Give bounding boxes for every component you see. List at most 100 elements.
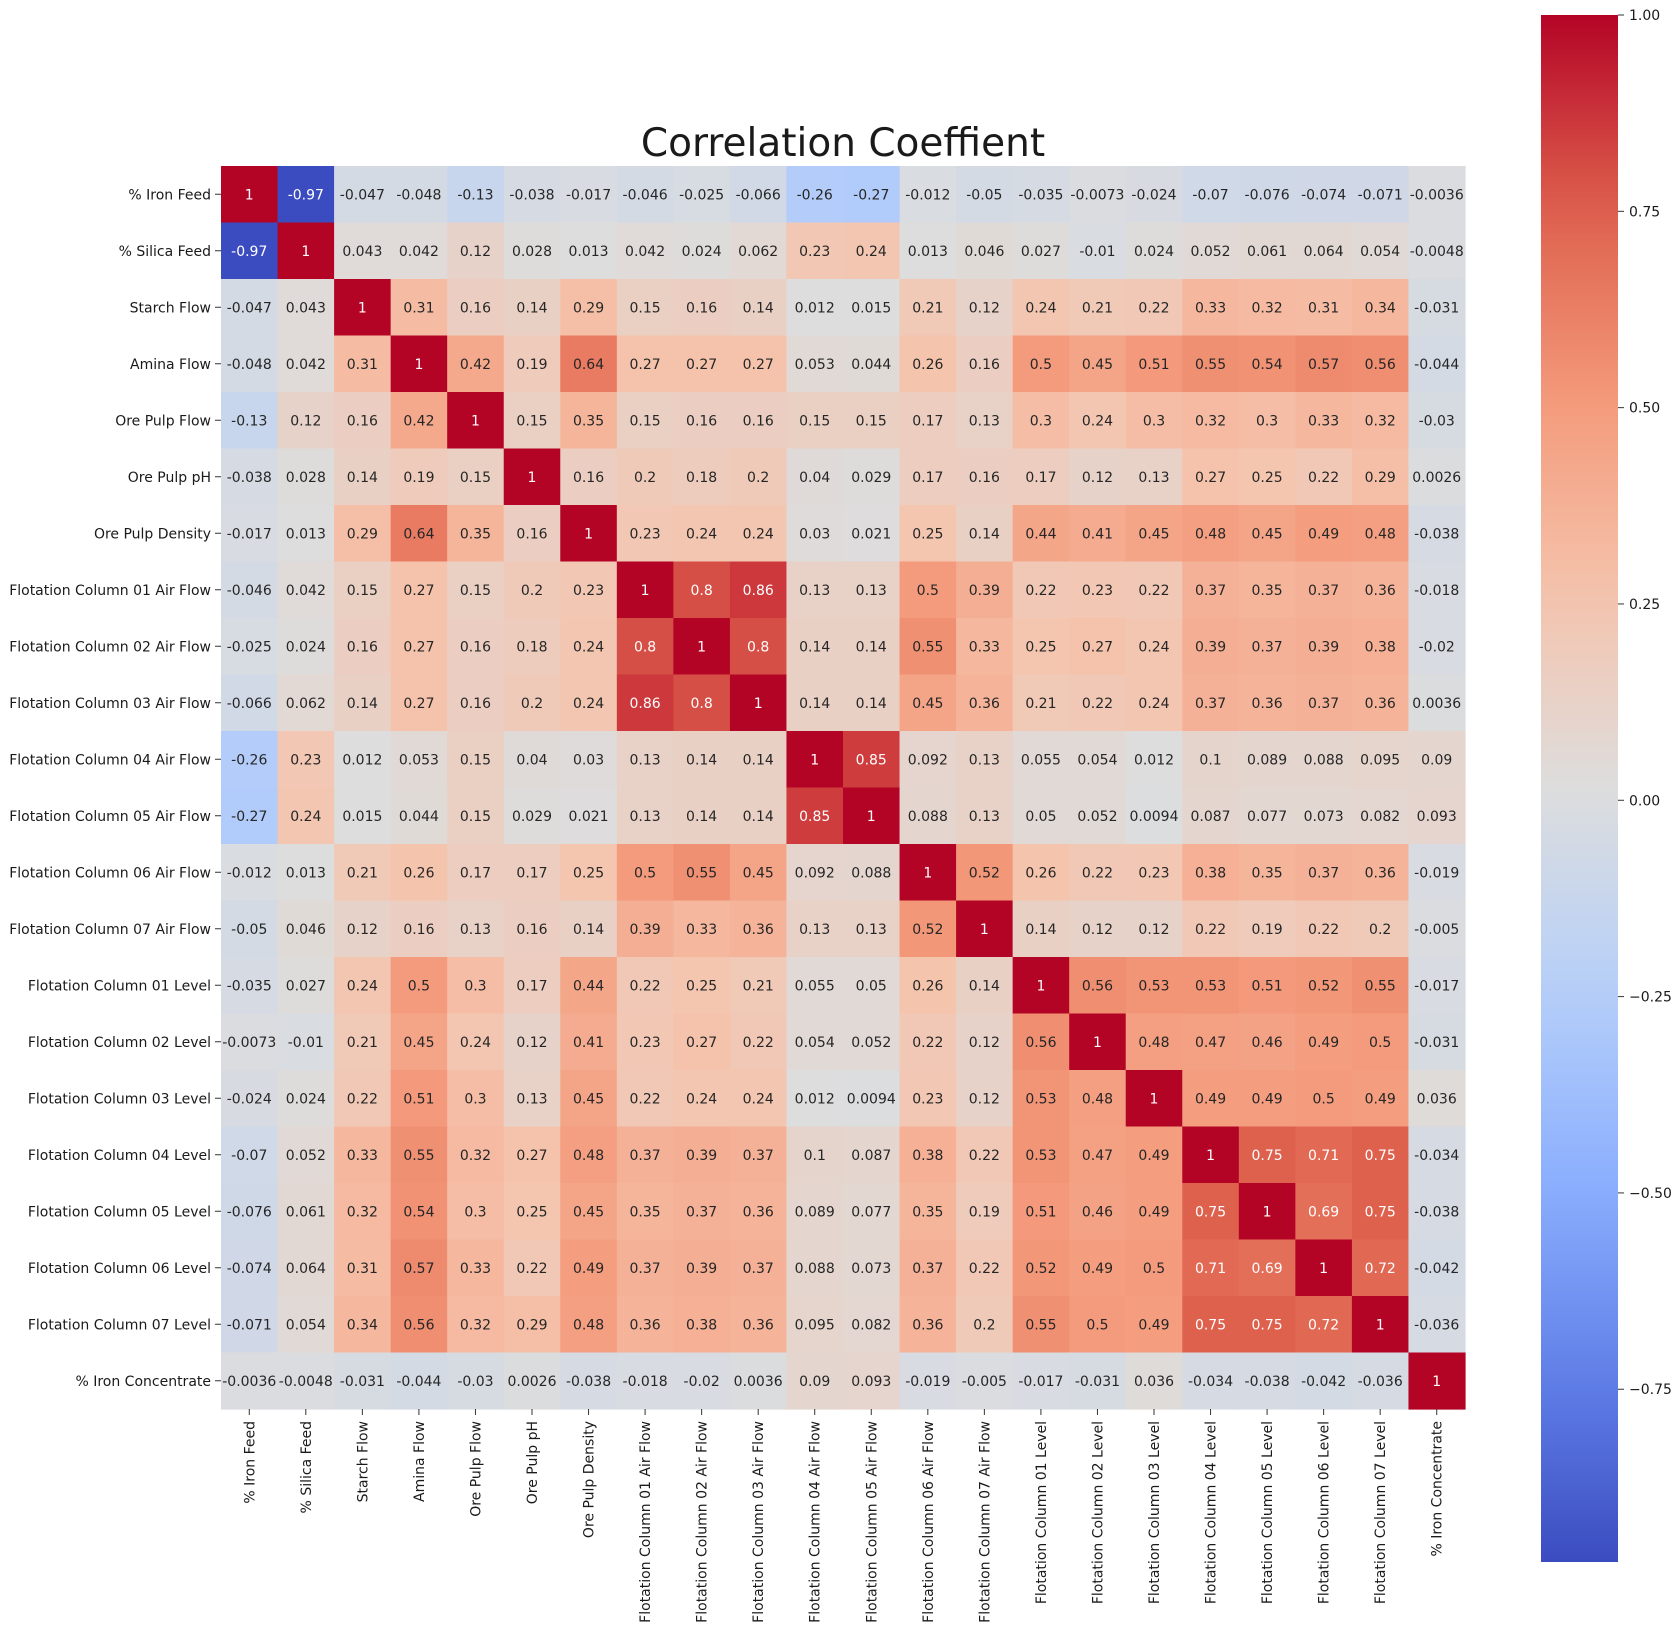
heatmap-cell (786, 561, 844, 619)
heatmap-cell (447, 222, 505, 280)
heatmap-cell (673, 279, 731, 337)
cell-value-label: 0.32 (460, 1148, 491, 1164)
cell-value-label: 0.24 (1138, 639, 1169, 655)
heatmap-cell (1125, 561, 1183, 619)
heatmap-cell (956, 1239, 1014, 1297)
heatmap-cell (390, 674, 448, 732)
heatmap-cell (786, 1013, 844, 1071)
cell-value-label: 0.09 (1421, 752, 1452, 768)
cell-value-label: 0.35 (460, 526, 491, 542)
heatmap-cell (390, 392, 448, 450)
cell-value-label: 0.12 (1082, 922, 1113, 938)
colorbar-tick-label: 0.75 (1629, 204, 1660, 220)
cell-value-label: 0.22 (1195, 922, 1226, 938)
cell-value-label: 0.49 (573, 1261, 604, 1277)
cell-value-label: 0.1 (1199, 752, 1221, 768)
heatmap-cell (334, 448, 392, 506)
cell-value-label: 0.22 (1138, 300, 1169, 316)
heatmap-cell (1182, 900, 1240, 958)
cell-value-label: 0.27 (743, 357, 774, 373)
cell-value-label: -0.02 (684, 1374, 720, 1390)
heatmap-cell (843, 1296, 901, 1354)
heatmap-cell (334, 844, 392, 902)
cell-value-label: 0.56 (403, 1317, 434, 1333)
heatmap-cell (899, 1070, 957, 1128)
cell-value-label: 0.044 (851, 357, 891, 373)
heatmap-cell (899, 1352, 957, 1410)
cell-value-label: -0.017 (227, 526, 272, 542)
heatmap-cell (786, 900, 844, 958)
cell-value-label: 0.55 (1365, 978, 1396, 994)
heatmap-cell (956, 1183, 1014, 1241)
heatmap-cell (1069, 448, 1127, 506)
cell-value-label: 0.37 (1195, 583, 1226, 599)
heatmap-cell (1238, 1070, 1296, 1128)
cell-value-label: -0.034 (1414, 1148, 1459, 1164)
cell-value-label: 1 (1206, 1148, 1215, 1164)
heatmap-cell (1408, 166, 1466, 224)
cell-value-label: 0.49 (1308, 1035, 1339, 1051)
cell-value-label: 0.2 (973, 1317, 995, 1333)
cell-value-label: -0.042 (1414, 1261, 1459, 1277)
cell-value-label: 1 (1376, 1317, 1385, 1333)
heatmap-cell (390, 166, 448, 224)
cell-value-label: 0.087 (1191, 809, 1231, 825)
heatmap-cell (334, 335, 392, 393)
cell-value-label: 0.3 (464, 1204, 486, 1220)
heatmap-cell (277, 900, 335, 958)
cell-value-label: 0.45 (912, 696, 943, 712)
heatmap-cell (277, 166, 335, 224)
cell-value-label: -0.031 (1414, 300, 1459, 316)
cell-value-label: 0.16 (347, 413, 378, 429)
heatmap-cell (956, 279, 1014, 337)
cell-value-label: 0.042 (625, 244, 665, 260)
heatmap-cell (447, 844, 505, 902)
cell-value-label: 0.51 (1025, 1204, 1056, 1220)
heatmap-cell (673, 448, 731, 506)
cell-value-label: 0.37 (1252, 639, 1283, 655)
cell-value-label: 0.21 (1082, 300, 1113, 316)
x-tick-label: Flotation Column 06 Level (1317, 1421, 1333, 1604)
cell-value-label: 0.14 (799, 639, 830, 655)
cell-value-label: 0.15 (856, 413, 887, 429)
cell-value-label: 0.12 (347, 922, 378, 938)
heatmap-cell (1238, 1126, 1296, 1184)
cell-value-label: -0.01 (288, 1035, 324, 1051)
heatmap-cell (503, 505, 561, 563)
heatmap-cell (334, 900, 392, 958)
heatmap-cell (1069, 618, 1127, 676)
heatmap-cell (1295, 1296, 1353, 1354)
heatmap-cell (1182, 1013, 1240, 1071)
heatmap-cell (673, 505, 731, 563)
heatmap-cell (503, 731, 561, 789)
heatmap-cell (1238, 166, 1296, 224)
cell-value-label: 0.34 (347, 1317, 378, 1333)
cell-value-label: 0.052 (1077, 809, 1117, 825)
cell-value-label: 0.8 (634, 639, 656, 655)
cell-value-label: -0.044 (396, 1374, 441, 1390)
heatmap-cell (843, 1183, 901, 1241)
cell-value-label: 0.061 (1247, 244, 1287, 260)
heatmap-cell (1408, 392, 1466, 450)
heatmap-cell (277, 222, 335, 280)
cell-value-label: 0.47 (1082, 1148, 1113, 1164)
cell-value-label: 0.51 (403, 1091, 434, 1107)
cell-value-label: 0.05 (856, 978, 887, 994)
cell-value-label: 0.33 (1308, 413, 1339, 429)
cell-value-label: 0.25 (1025, 639, 1056, 655)
cell-value-label: 0.36 (912, 1317, 943, 1333)
heatmap-cell (616, 392, 674, 450)
cell-value-label: 0.69 (1252, 1261, 1283, 1277)
heatmap-cell (390, 787, 448, 845)
cell-value-label: -0.012 (227, 865, 272, 881)
cell-value-label: 0.44 (1025, 526, 1056, 542)
cell-value-label: 0.24 (290, 809, 321, 825)
x-tick-label: % Silica Feed (299, 1421, 315, 1513)
cell-value-label: 0.15 (630, 413, 661, 429)
cell-value-label: 0.22 (630, 978, 661, 994)
heatmap-cell (1238, 844, 1296, 902)
y-tick-label: Flotation Column 02 Level (28, 1035, 211, 1051)
heatmap-cell (899, 1126, 957, 1184)
cell-value-label: -0.038 (509, 187, 554, 203)
x-tick-label: Ore Pulp Density (582, 1421, 598, 1538)
